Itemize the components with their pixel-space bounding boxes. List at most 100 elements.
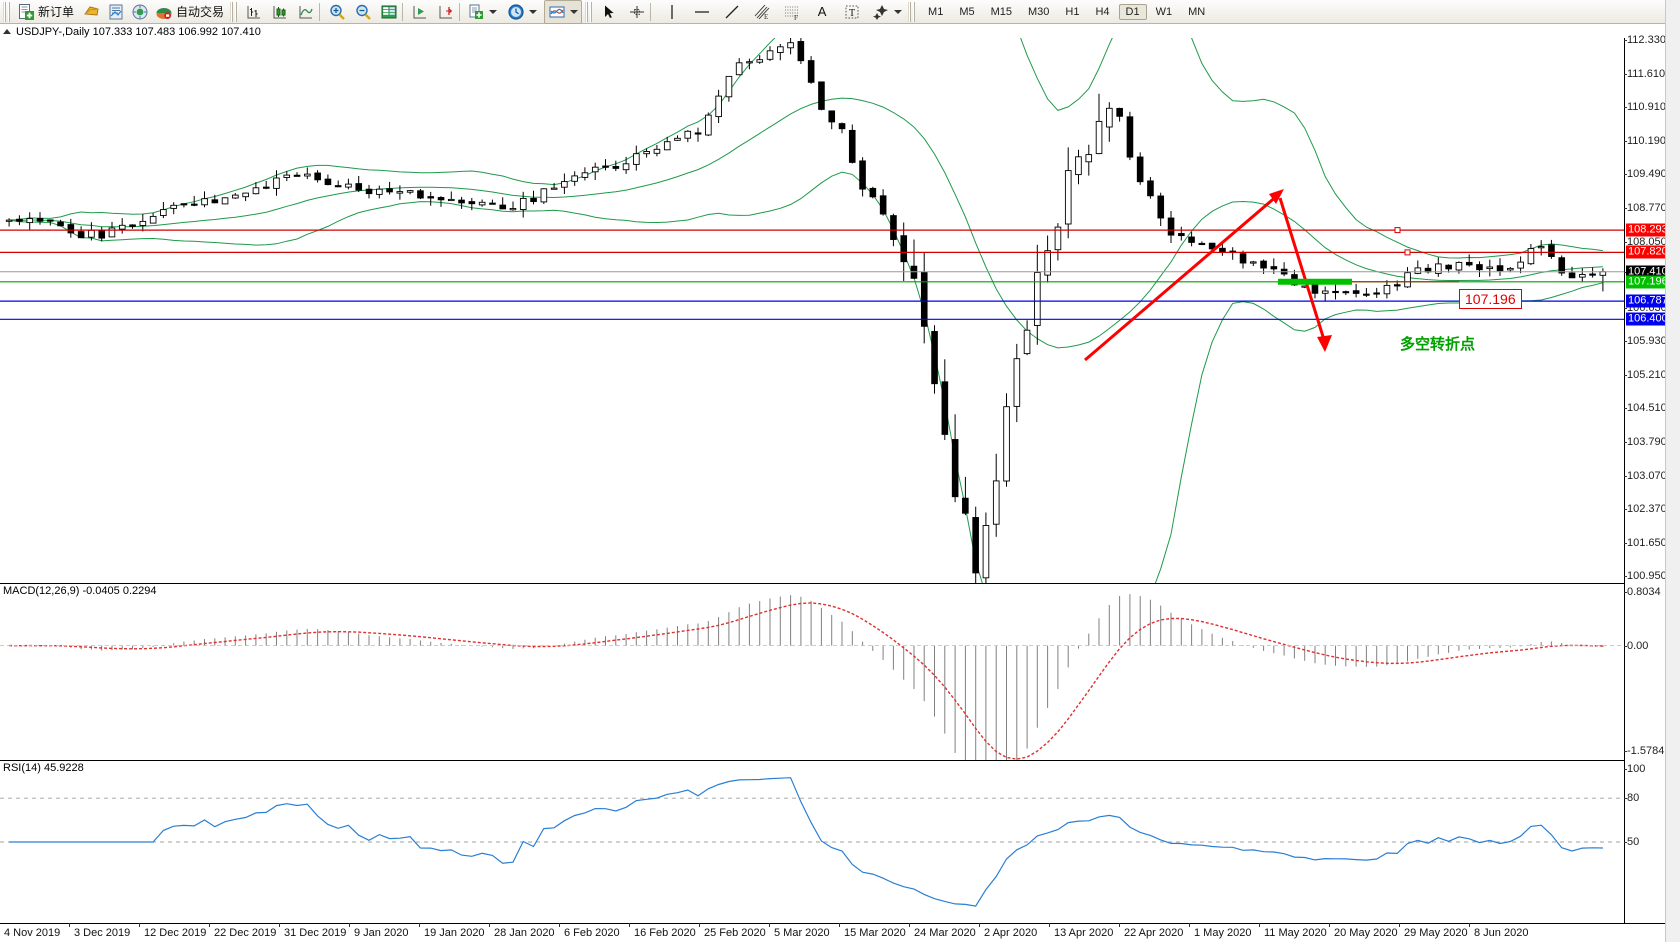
candle-body: [1383, 284, 1391, 295]
candle-body: [705, 114, 712, 136]
candle-body: [591, 166, 599, 173]
price-pane[interactable]: 107.196 多空转折点: [0, 38, 1624, 584]
horizontal-line-icon[interactable]: [693, 3, 711, 21]
timeframe-h1[interactable]: H1: [1065, 5, 1080, 18]
candle-body: [1589, 273, 1596, 276]
line-chart-icon[interactable]: [297, 3, 315, 21]
candle-body: [139, 220, 147, 226]
candle-body: [1260, 260, 1267, 269]
vertical-line-icon[interactable]: [663, 3, 681, 21]
price-tick: 103.070: [1624, 470, 1667, 483]
timeframe-m1[interactable]: M1: [928, 5, 944, 18]
timeframe-d1[interactable]: D1: [1118, 3, 1147, 20]
text-label-icon[interactable]: T: [843, 3, 861, 21]
navigator-icon[interactable]: [131, 3, 149, 21]
toolbar-grip-3[interactable]: [585, 1, 594, 22]
bollinger-band-upper: [9, 38, 1603, 259]
timeframe-h4[interactable]: H4: [1095, 5, 1110, 18]
macd-tick: 0.8034: [1624, 586, 1661, 598]
zoom-in-icon[interactable]: [328, 3, 346, 21]
chart-canvas[interactable]: 107.196 多空转折点 MACD(12,26,9) -0.0405 0.22…: [0, 34, 1680, 923]
candle-body: [1507, 267, 1514, 271]
timeframe-w1[interactable]: W1: [1155, 5, 1173, 18]
macd-pane[interactable]: MACD(12,26,9) -0.0405 0.2294: [0, 584, 1624, 761]
candle-body: [1034, 272, 1041, 326]
zoom-out-icon[interactable]: [354, 3, 372, 21]
macd-tick: 0.00: [1623, 639, 1649, 652]
chart-shift-icon[interactable]: [437, 3, 455, 21]
chevron-down-icon-4[interactable]: [894, 9, 903, 14]
period-button[interactable]: [504, 1, 540, 23]
candle-body: [879, 195, 887, 215]
indicator-list-icon: [548, 3, 566, 21]
candle-body: [5, 219, 13, 222]
market-watch-icon[interactable]: [155, 3, 173, 21]
templates-button[interactable]: [464, 1, 500, 23]
price-level-tag[interactable]: 108.293: [1626, 223, 1670, 237]
candle-body: [859, 160, 866, 190]
price-level-tag[interactable]: 106.400: [1626, 312, 1670, 326]
price-level-tag[interactable]: 107.410: [1626, 265, 1670, 279]
fibonacci-icon[interactable]: F: [783, 3, 801, 21]
text-icon[interactable]: A: [817, 4, 827, 19]
auto-scroll-icon[interactable]: [411, 3, 429, 21]
svg-text:F: F: [794, 14, 798, 21]
auto-trading-button[interactable]: 自动交易: [173, 1, 227, 23]
candle-body: [1548, 244, 1555, 257]
candle-body: [489, 202, 496, 205]
candle-body: [571, 175, 578, 182]
chevron-down-icon-3[interactable]: [570, 9, 579, 14]
downtrend-arrow: [1278, 197, 1327, 344]
data-window-icon[interactable]: [107, 3, 125, 21]
shapes-button[interactable]: [869, 1, 905, 23]
candle-body: [304, 173, 311, 177]
candle-body: [663, 141, 671, 151]
indicator-list-button[interactable]: [544, 0, 583, 24]
price-level-tag[interactable]: 107.820: [1626, 245, 1670, 259]
candle-body: [633, 153, 640, 165]
chart-scrollbar[interactable]: [1665, 0, 1680, 942]
candle-body: [201, 198, 208, 206]
bar-chart-icon[interactable]: [245, 3, 263, 21]
time-tick: 5 Mar 2020: [769, 923, 830, 939]
candle-body: [283, 174, 291, 178]
candle-body: [1075, 156, 1082, 176]
chevron-down-icon-2[interactable]: [529, 9, 538, 14]
time-axis[interactable]: 4 Nov 2019 3 Dec 2019 12 Dec 2019 22 Dec 20…: [0, 923, 1680, 943]
chevron-down-icon[interactable]: [489, 9, 498, 14]
toolbar-grip-2[interactable]: [230, 1, 239, 22]
tile-windows-icon[interactable]: [380, 3, 398, 21]
indicators-icon[interactable]: [83, 3, 101, 21]
candle-body: [1476, 264, 1483, 271]
collapse-triangle-icon[interactable]: [3, 29, 11, 34]
crosshair-icon[interactable]: [628, 3, 646, 21]
candle-body: [910, 265, 918, 279]
timeframe-m5[interactable]: M5: [959, 5, 975, 18]
timeframe-m30[interactable]: M30: [1028, 5, 1050, 18]
new-order-button[interactable]: 新订单: [14, 1, 77, 23]
timeframe-mn[interactable]: MN: [1188, 5, 1206, 18]
candlestick-chart-icon[interactable]: [271, 3, 289, 21]
trendline-icon[interactable]: [723, 3, 741, 21]
toolbar-grip[interactable]: [3, 1, 11, 22]
time-tick: 6 Feb 2020: [559, 923, 620, 939]
timeframe-m15[interactable]: M15: [990, 5, 1012, 18]
main-toolbar: 新订单 自动交易: [0, 0, 1680, 24]
cursor-icon[interactable]: [600, 3, 618, 21]
rsi-pane[interactable]: RSI(14) 45.9228: [0, 761, 1624, 923]
toolbar-grip-4[interactable]: [908, 1, 917, 22]
equidistant-channel-icon[interactable]: E: [753, 3, 771, 21]
price-callout-label: 107.196: [1459, 289, 1522, 309]
price-level-tag[interactable]: 106.787: [1626, 294, 1670, 308]
candle-body: [1311, 283, 1319, 294]
candle-body: [1332, 290, 1339, 294]
price-level-tag[interactable]: 107.196: [1626, 275, 1670, 289]
time-tick: 24 Mar 2020: [909, 923, 976, 939]
candle-body: [1106, 107, 1113, 128]
macd-signal-line: [9, 602, 1603, 760]
candle-body: [715, 95, 722, 118]
candle-body: [293, 174, 301, 177]
candle-body: [447, 198, 455, 202]
price-tick: 105.210: [1624, 369, 1667, 382]
price-scale[interactable]: 112.330 111.610 110.910 110.190 109.490 108.7…: [1623, 34, 1680, 584]
